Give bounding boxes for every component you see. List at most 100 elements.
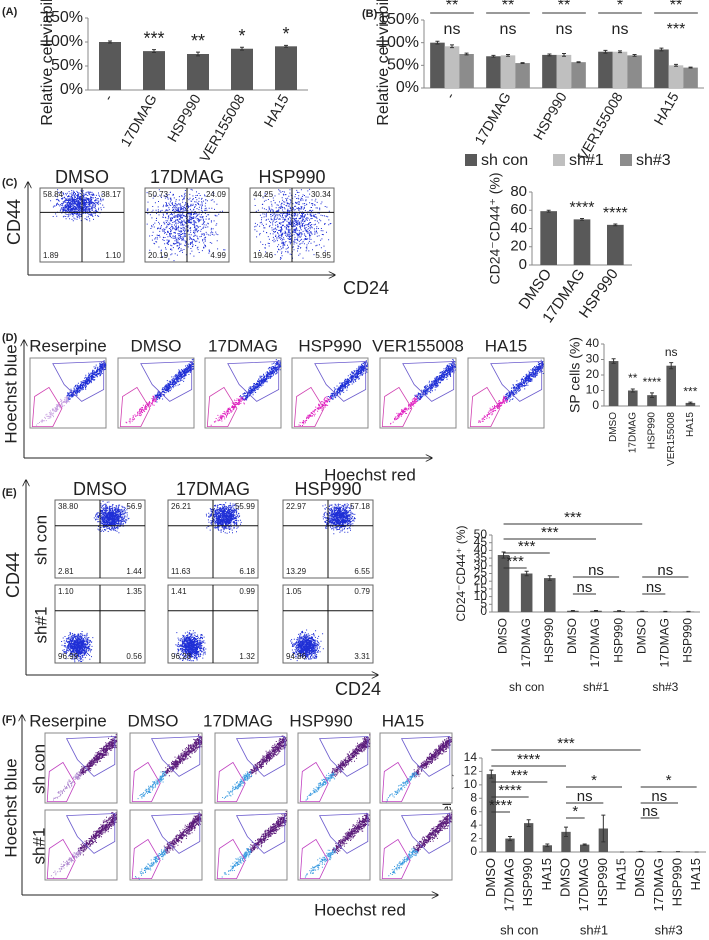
plot-title: DMSO [128, 711, 179, 730]
quadrant-label: 6.55 [354, 567, 370, 576]
significance-label: **** [498, 782, 522, 799]
gate [65, 813, 116, 854]
quadrant-label: 96.28 [171, 652, 192, 661]
axis-label: CD44 [4, 199, 24, 245]
quadrant-label: 2.81 [58, 567, 74, 576]
gate [46, 838, 76, 879]
error-bar [613, 223, 618, 227]
x-tick-label: HSP990 [611, 618, 625, 663]
significance-label: *** [511, 767, 529, 784]
plot-title: HSP990 [289, 711, 352, 730]
y-tick-label: 50% [387, 57, 419, 74]
significance-label: *** [518, 538, 536, 555]
significance-label: ns [651, 788, 667, 805]
y-tick-label: 60 [510, 201, 527, 218]
plot-title: 17DMAG [150, 167, 224, 187]
flow-dots [412, 812, 453, 855]
error-bar [669, 362, 674, 370]
bar [654, 49, 669, 88]
gate [318, 813, 369, 854]
significance-label: **** [643, 375, 662, 389]
quadrant-label: 13.29 [286, 567, 307, 576]
quadrant-label: 38.80 [58, 502, 79, 511]
y-tick-label: 20 [510, 238, 527, 255]
plot-title: HSP990 [258, 167, 325, 187]
quadrant-label: 1.32 [239, 652, 255, 661]
y-tick-label: 8 [470, 790, 477, 804]
flow-dots [53, 770, 83, 801]
error-bar [611, 358, 616, 364]
significance-label: ** [502, 0, 514, 14]
flow-dots [390, 395, 421, 425]
bar [647, 395, 657, 406]
x-tick-label: HSP990 [530, 89, 570, 142]
y-tick-label: 100% [42, 33, 83, 50]
quadrant-label: 19.46 [253, 251, 274, 260]
quadrant-label: 50.73 [148, 190, 169, 199]
flow-dots [135, 847, 167, 880]
significance-label: ns [657, 562, 673, 579]
gate [402, 361, 455, 402]
error-bar [580, 217, 584, 221]
error-bar [618, 50, 622, 54]
x-tick-label: HSP990 [164, 91, 204, 144]
legend-label: sh con [481, 152, 528, 169]
x-tick-label: VER155008 [196, 91, 248, 165]
group-label: sh#3 [655, 922, 683, 937]
legend-swatch [553, 154, 565, 166]
error-bar [603, 49, 608, 54]
x-tick-label: 17DMAG [501, 858, 516, 911]
x-tick-label: 17DMAG [576, 858, 591, 911]
flow-dots [290, 629, 324, 662]
x-tick-label: VER155008 [666, 412, 677, 466]
gate [235, 736, 286, 777]
y-tick-label: 0% [396, 79, 419, 96]
bar [459, 54, 474, 88]
quadrant-label: 55.99 [235, 502, 256, 511]
error-bar [562, 53, 566, 57]
quadrant-label: 38.17 [101, 190, 122, 199]
group-label: sh#1 [580, 922, 608, 937]
panel-label: (D) [2, 332, 18, 344]
error-bar [674, 63, 678, 67]
significance-label: * [282, 24, 289, 44]
error-bar [659, 47, 664, 52]
quadrant-label: 0.99 [239, 587, 255, 596]
y-tick-label: 4 [470, 817, 477, 831]
x-tick-label: DMSO [557, 858, 572, 897]
quadrant-label: 96.99 [58, 652, 79, 661]
group-label: sh#1 [583, 680, 609, 694]
gate [469, 386, 501, 428]
flow-plot [291, 357, 369, 429]
flow-plot [214, 732, 288, 804]
y-tick-label: 50% [51, 57, 83, 74]
flow-dots [78, 734, 118, 778]
bar [668, 65, 684, 88]
x-tick-label: DMSO [632, 858, 647, 897]
error-bar [594, 609, 598, 612]
flow-dots [412, 736, 452, 778]
flow-dots [145, 188, 226, 262]
significance-label: ns [444, 21, 461, 38]
bar [544, 578, 556, 612]
significance-label: ** [191, 31, 205, 51]
panel-label: (F) [2, 714, 16, 726]
flow-dots [222, 770, 253, 799]
legend-label: sh#1 [569, 152, 604, 169]
gate [299, 838, 329, 879]
gate [381, 386, 413, 428]
quadrant-label: 22.97 [286, 502, 307, 511]
error-bar [617, 610, 622, 612]
gate [400, 736, 451, 777]
y-tick-label: 50 [474, 527, 488, 541]
panel-label: (A) [2, 6, 18, 18]
quadrant-label: 58.84 [43, 190, 64, 199]
flow-dots [414, 359, 457, 402]
x-tick-label: HA15 [539, 858, 554, 891]
flow-dots [326, 360, 369, 403]
error-bar [284, 44, 288, 48]
quadrant-label: 5.95 [315, 251, 331, 260]
x-tick-label: HA15 [650, 89, 681, 128]
flow-dots [152, 358, 194, 403]
y-tick-label: 20 [586, 367, 600, 381]
